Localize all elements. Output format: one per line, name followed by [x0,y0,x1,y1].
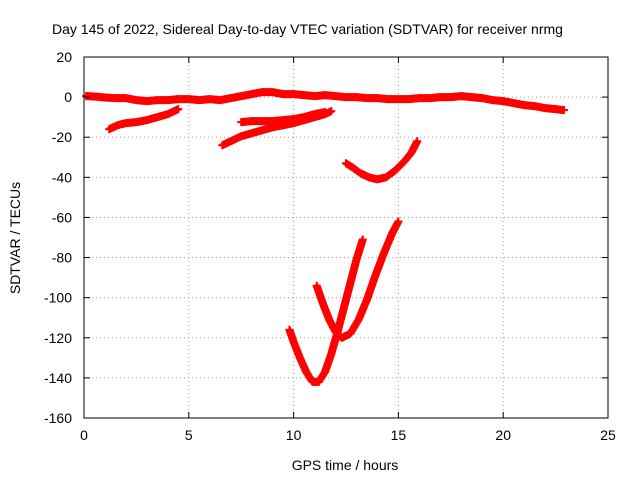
plot-frame [83,56,609,419]
y-tick-label: -140 [44,370,72,386]
y-tick-label: -100 [44,290,72,306]
x-tick-label: 5 [185,427,193,443]
y-tick-label: 20 [56,49,72,65]
series-arc-1 [105,105,183,134]
data-point [559,106,568,115]
chart-title: Day 145 of 2022, Sidereal Day-to-day VTE… [52,21,563,37]
x-axis-label: GPS time / hours [292,457,399,473]
y-tick-label: -20 [52,129,72,145]
data-point [413,137,422,146]
x-tick-label: 10 [286,427,302,443]
series-arc-4 [342,137,422,184]
data-point [174,105,183,114]
data-point [358,235,367,244]
series-layer [82,88,568,386]
x-tick-label: 15 [391,427,407,443]
y-tick-label: -40 [52,169,72,185]
series-arc-main-near-zero [82,88,568,115]
y-tick-label: 0 [64,89,72,105]
x-tick-label: 20 [495,427,511,443]
y-tick-label: -80 [52,250,72,266]
y-tick-label: -60 [52,209,72,225]
data-point [394,217,403,226]
x-tick-label: 0 [80,427,88,443]
y-axis-label: SDTVAR / TECUs [7,182,23,294]
series-arc-3 [218,107,336,150]
y-tick-label: -120 [44,330,72,346]
data-point [327,107,336,116]
grid [84,57,608,418]
y-tick-label: -160 [44,410,72,426]
x-tick-label: 25 [600,427,616,443]
series-arc-6 [312,217,403,342]
ticks: 0 5 10 15 20 25 -160 -140 -120 -100 -80 -60 -40 -20 0 2… [44,49,616,443]
